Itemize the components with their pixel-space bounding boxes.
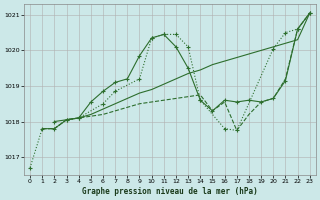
X-axis label: Graphe pression niveau de la mer (hPa): Graphe pression niveau de la mer (hPa) xyxy=(82,187,258,196)
